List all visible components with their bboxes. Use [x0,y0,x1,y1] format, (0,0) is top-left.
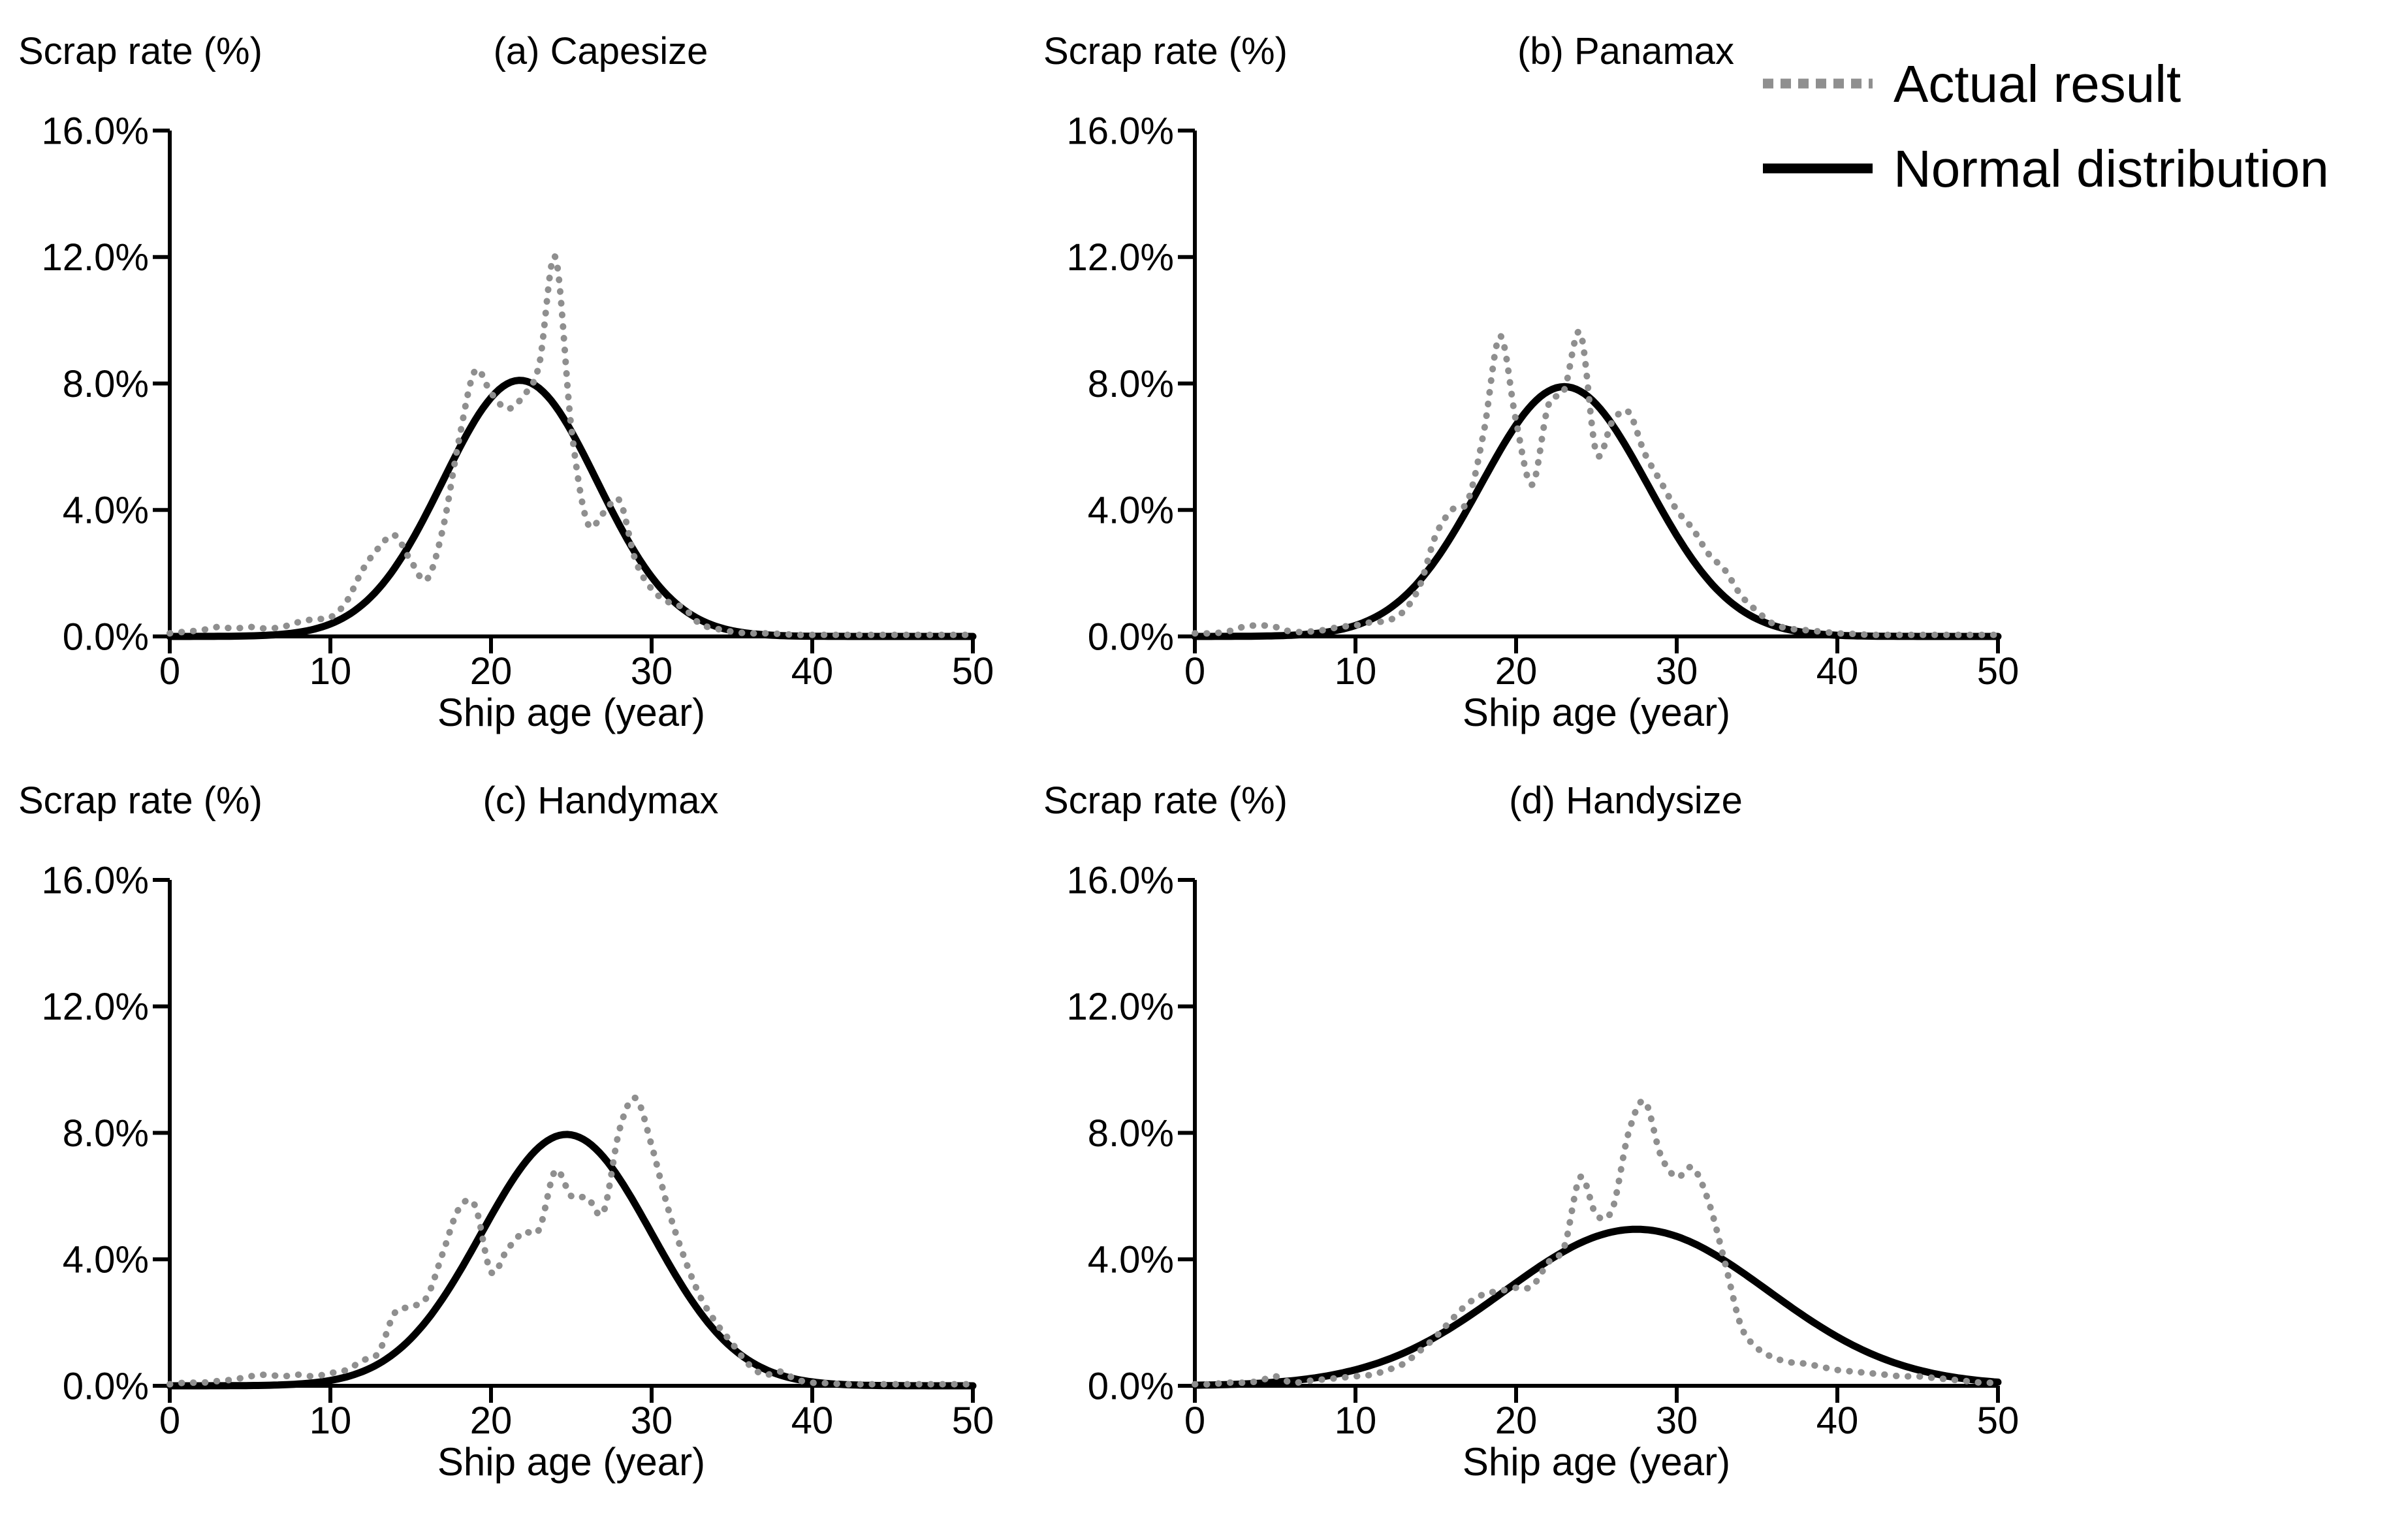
y-tick-label: 16.0% [1067,110,1174,152]
actual-result-curve [1192,328,2001,638]
x-tick-label: 30 [631,1400,673,1442]
panel-title: (b) Panamax [1517,30,1734,72]
y-tick-label: 8.0% [1088,363,1174,405]
x-axis-title: Ship age (year) [437,1440,705,1484]
panel-title: (c) Handymax [483,779,719,822]
x-tick-label: 40 [1816,650,1859,693]
x-axis-title: Ship age (year) [1463,691,1730,734]
y-tick-label: 8.0% [63,363,149,405]
y-axis-label: Scrap rate (%) [1043,30,1288,72]
legend-label: Normal distribution [1893,140,2329,198]
panel-d: Scrap rate (%) (d) Handysize 16.0% 12.0% 8.0… [1043,779,2019,1484]
y-tick-label: 16.0% [42,110,149,152]
x-tick-label: 50 [1977,1400,2020,1442]
y-tick-label: 0.0% [1088,616,1174,658]
y-axis-label: Scrap rate (%) [18,30,262,72]
x-axis-title: Ship age (year) [1463,1440,1730,1484]
x-tick-label: 40 [791,1400,834,1442]
actual-result-curve [1192,1097,2001,1388]
y-tick-label: 12.0% [1067,986,1174,1028]
x-tick-label: 0 [1184,650,1205,693]
x-tick-label: 50 [1977,650,2020,693]
x-tick-label: 20 [470,650,513,693]
actual-result-curve [166,1094,976,1388]
x-tick-label: 20 [470,1400,513,1442]
x-tick-label: 0 [1184,1400,1205,1442]
x-tick-label: 10 [309,650,352,693]
panel-c: Scrap rate (%) (c) Handymax 16.0% 12.0% 8.0%… [18,779,994,1484]
legend-label: Actual result [1893,55,2181,113]
x-tick-label: 30 [1656,1400,1698,1442]
x-tick-label: 50 [952,1400,994,1442]
y-tick-label: 16.0% [42,859,149,901]
y-tick-label: 0.0% [63,616,149,658]
x-tick-label: 20 [1495,650,1538,693]
y-axis-label: Scrap rate (%) [1043,779,1288,822]
actual-result-curve [166,253,976,638]
normal-distribution-curve [1191,1225,2002,1389]
x-tick-label: 40 [791,650,834,693]
y-tick-label: 8.0% [63,1112,149,1155]
x-tick-label: 10 [1335,650,1377,693]
x-tick-label: 0 [159,650,180,693]
y-tick-label: 8.0% [1088,1112,1174,1155]
x-tick-label: 10 [309,1400,352,1442]
y-tick-label: 4.0% [1088,490,1174,532]
y-axis-label: Scrap rate (%) [18,779,262,822]
y-tick-label: 4.0% [1088,1239,1174,1281]
y-tick-label: 12.0% [42,236,149,279]
normal-distribution-curve [1191,383,2002,640]
y-tick-label: 0.0% [1088,1365,1174,1407]
y-tick-label: 4.0% [63,490,149,532]
x-tick-label: 40 [1816,1400,1859,1442]
panel-a: Scrap rate (%) (a) Capesize 16.0% 12.0% 8.0%… [18,30,994,734]
legend: Actual result Normal distribution [1763,55,2329,198]
x-axis-title: Ship age (year) [437,691,705,734]
y-tick-label: 4.0% [63,1239,149,1281]
x-tick-label: 30 [631,650,673,693]
y-tick-label: 0.0% [63,1365,149,1407]
x-tick-label: 10 [1335,1400,1377,1442]
panel-b: Scrap rate (%) (b) Panamax 16.0% 12.0% 8.0% 4… [1043,30,2019,734]
panel-title: (a) Capesize [494,30,708,72]
y-tick-label: 12.0% [42,986,149,1028]
x-tick-label: 30 [1656,650,1698,693]
normal-distribution-curve [166,1131,977,1390]
y-tick-label: 16.0% [1067,859,1174,901]
x-tick-label: 0 [159,1400,180,1442]
panels-layer: Scrap rate (%) (a) Capesize 16.0% 12.0% 8.0%… [18,30,2019,1484]
x-tick-label: 50 [952,650,994,693]
y-tick-label: 12.0% [1067,236,1174,279]
x-tick-label: 20 [1495,1400,1538,1442]
panel-title: (d) Handysize [1509,779,1743,822]
